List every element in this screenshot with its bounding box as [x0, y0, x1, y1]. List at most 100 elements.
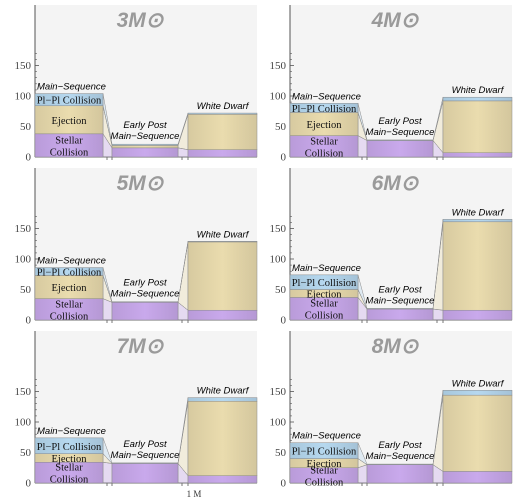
y-tick-label: 100	[15, 91, 32, 103]
bar-segment	[187, 149, 258, 158]
bar-segment	[289, 274, 359, 290]
bar-segment	[34, 93, 104, 107]
segment-label-collision: Collision	[50, 147, 89, 158]
stage-label-early-main: Main−Sequence	[366, 295, 435, 306]
y-tick-label: 100	[270, 254, 287, 266]
y-tick-label: 0	[281, 315, 287, 327]
y-tick-label: 50	[20, 447, 32, 459]
bar-segment	[442, 390, 513, 396]
bar-segment	[111, 462, 179, 464]
flow-connector	[432, 308, 444, 321]
y-tick-label: 100	[15, 254, 32, 266]
bar-segment	[187, 397, 258, 402]
y-tick-label: 50	[20, 121, 32, 133]
y-tick-label: 0	[281, 152, 287, 164]
stage-label-main-sequence: Main−Sequence	[37, 82, 106, 93]
panel-title: 5M⊙	[117, 172, 165, 195]
stage-label-white-dwarf: White Dwarf	[197, 101, 250, 112]
y-tick-label: 150	[270, 223, 287, 235]
panel-title: 4M⊙	[371, 9, 420, 32]
bar-segment	[442, 96, 513, 102]
y-tick-label: 150	[270, 386, 287, 398]
stage-label-early-main: Main−Sequence	[366, 451, 435, 462]
bar-segment	[187, 241, 258, 311]
bar-segment	[442, 219, 513, 223]
bar-segment	[366, 464, 434, 484]
segment-label-ejection: Ejection	[52, 116, 88, 127]
stage-label-early-post: Early Post	[378, 116, 422, 127]
bar-segment	[187, 114, 258, 150]
bar-segment	[111, 302, 179, 321]
bar-segment	[187, 401, 258, 476]
segment-label-stellar: Stellar	[310, 465, 338, 476]
bar-segment	[289, 442, 359, 459]
bar-segment	[442, 100, 513, 153]
stage-label-white-dwarf: White Dwarf	[197, 229, 250, 240]
bar-segment	[111, 301, 179, 303]
y-tick-label: 50	[275, 447, 287, 459]
stage-label-early-post: Early Post	[123, 439, 167, 450]
bar-segment	[442, 471, 513, 484]
y-tick-label: 0	[281, 478, 287, 490]
segment-label-collision: Collision	[305, 477, 344, 488]
segment-label-stellar: Stellar	[310, 136, 338, 147]
y-tick-label: 0	[26, 315, 32, 327]
panel-title: 8M⊙	[372, 335, 420, 358]
y-tick-label: 50	[20, 284, 32, 296]
stage-label-early-main: Main−Sequence	[366, 127, 435, 138]
panel-title: 6M⊙	[372, 172, 420, 195]
segment-label-stellar: Stellar	[55, 299, 83, 310]
footer-note: 1 M	[187, 489, 202, 499]
bar-segment	[34, 267, 104, 276]
y-tick-label: 150	[15, 223, 32, 235]
bar-segment	[289, 103, 359, 113]
stage-label-early-post: Early Post	[123, 120, 167, 131]
stage-label-early-main: Main−Sequence	[111, 289, 180, 300]
bar-segment	[34, 437, 104, 454]
stage-label-main-sequence: Main−Sequence	[37, 256, 106, 267]
segment-label-ejection: Ejection	[307, 120, 343, 131]
bar-segment	[442, 309, 513, 321]
bar-segment	[111, 145, 179, 149]
stage-label-white-dwarf: White Dwarf	[197, 386, 250, 397]
bar-segment	[442, 152, 513, 158]
stage-label-main-sequence: Main−Sequence	[292, 431, 361, 442]
stage-label-early-post: Early Post	[378, 284, 422, 295]
y-tick-label: 100	[15, 417, 32, 429]
stage-label-white-dwarf: White Dwarf	[452, 207, 505, 218]
bar-segment	[366, 139, 434, 141]
flow-connector	[102, 461, 113, 484]
bar-segment	[366, 308, 434, 310]
segment-label-collision: Collision	[305, 148, 344, 159]
segment-label-pp: Pl−Pl Collision	[292, 447, 357, 458]
y-tick-label: 100	[270, 417, 287, 429]
stage-label-early-post: Early Post	[378, 440, 422, 451]
bar-segment	[111, 463, 179, 484]
panel-title: 7M⊙	[117, 335, 165, 358]
y-tick-label: 50	[275, 121, 287, 133]
stage-label-early-post: Early Post	[123, 278, 167, 289]
segment-label-stellar: Stellar	[55, 135, 83, 146]
bar-segment	[187, 475, 258, 484]
segment-label-ejection: Ejection	[52, 454, 88, 465]
segment-label-stellar: Stellar	[55, 463, 83, 474]
bar-segment	[111, 143, 179, 146]
y-tick-label: 150	[15, 60, 32, 72]
stage-label-main-sequence: Main−Sequence	[292, 91, 361, 102]
segment-label-ejection: Ejection	[52, 283, 88, 294]
bar-segment	[187, 309, 258, 321]
segment-label-pp: Pl−Pl Collision	[37, 268, 102, 279]
segment-label-pp: Pl−Pl Collision	[292, 278, 357, 289]
stage-label-white-dwarf: White Dwarf	[452, 85, 505, 96]
bar-segment	[34, 105, 104, 135]
bar-segment	[366, 308, 434, 321]
y-tick-label: 0	[26, 152, 32, 164]
stage-label-early-main: Main−Sequence	[111, 131, 180, 142]
bar-segment	[187, 112, 258, 115]
